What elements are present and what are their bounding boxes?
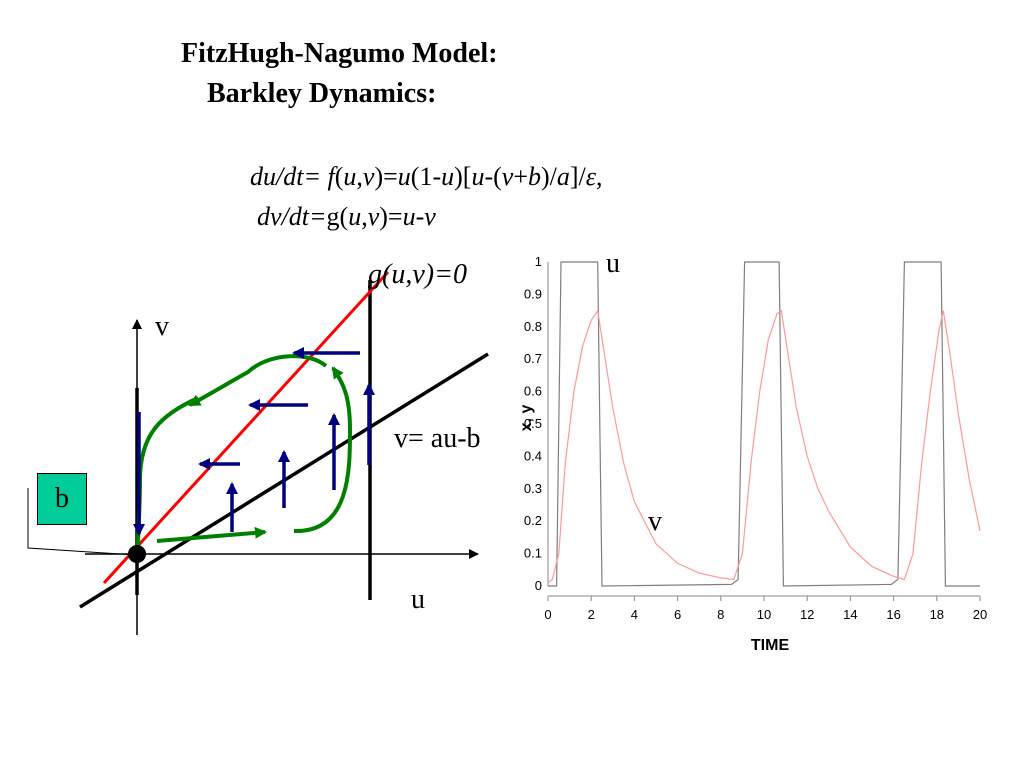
- b-leader-line: [27, 488, 136, 556]
- trajectory-top-segment: [188, 354, 328, 407]
- x-tick-label: 10: [757, 607, 771, 622]
- x-tick-label: 0: [544, 607, 551, 622]
- x-tick-label: 12: [800, 607, 814, 622]
- x-tick-label: 16: [886, 607, 900, 622]
- x-tick-label: 18: [930, 607, 944, 622]
- y-tick-label: 0.2: [524, 513, 542, 528]
- nullcline-label: g(u,v)=0: [368, 259, 467, 290]
- y-tick-label: 0.4: [524, 448, 542, 463]
- x-tick-label: 6: [674, 607, 681, 622]
- y-tick-label: 0.5: [524, 416, 542, 431]
- y-tick-label: 0.1: [524, 546, 542, 561]
- line-equation-label: v= au-b: [394, 423, 481, 454]
- x-tick-label: 8: [717, 607, 724, 622]
- series-line-u: [548, 261, 980, 587]
- y-tick-label: 1: [535, 254, 542, 269]
- title-line-1: FitzHugh-Nagumo Model:: [181, 38, 498, 69]
- equation-du-dt: du/dt= f(u,v)=u(1-u)[u-(v+b)/a]/ε,: [250, 162, 603, 191]
- u-series-label: u: [606, 248, 620, 279]
- x-tick-label: 4: [631, 607, 638, 622]
- y-tick-label: 0.9: [524, 286, 542, 301]
- v-series-label: v: [648, 506, 662, 537]
- x-tick-label: 2: [588, 607, 595, 622]
- y-tick-label: 0.8: [524, 319, 542, 334]
- x-tick-label: 14: [843, 607, 857, 622]
- fixed-point: [128, 545, 146, 563]
- u-axis-label: u: [411, 584, 425, 615]
- x-axis-title: TIME: [751, 637, 790, 654]
- g-nullcline-red: [102, 270, 390, 585]
- title-line-2: Barkley Dynamics:: [207, 78, 437, 109]
- y-tick-label: 0: [535, 578, 542, 593]
- y-tick-label: 0.7: [524, 351, 542, 366]
- y-axis-title: x, y: [518, 405, 535, 432]
- series-line-v: [547, 308, 981, 584]
- y-tick-label: 0.6: [524, 384, 542, 399]
- trajectory-right-segment: [293, 366, 353, 534]
- y-tick-label: 0.3: [524, 481, 542, 496]
- v-axis-label: v: [155, 311, 169, 342]
- trajectory-bottom-segment: [156, 526, 267, 543]
- equation-dv-dt: dv/dt=g(u,v)=u-v: [257, 202, 436, 231]
- x-tick-label: 20: [973, 607, 987, 622]
- b-label-box: b: [37, 473, 87, 525]
